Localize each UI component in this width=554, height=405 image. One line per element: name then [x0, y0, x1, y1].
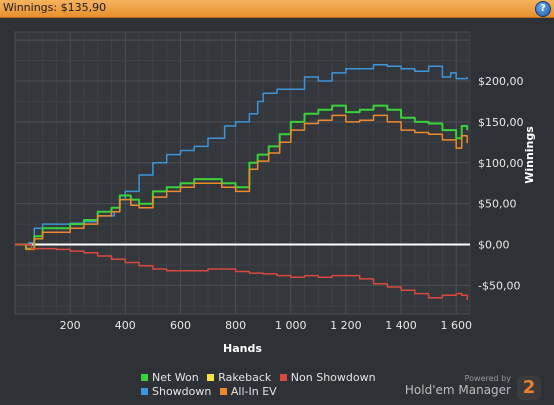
x-tick-label: 400 — [115, 319, 136, 332]
x-tick-label: 1 000 — [275, 319, 307, 332]
x-tick-label: 1 600 — [440, 319, 472, 332]
y-tick-label: $50,00 — [478, 198, 517, 211]
y-tick-label: $0,00 — [478, 239, 510, 252]
x-tick-label: 200 — [60, 319, 81, 332]
brand-name: Hold'em Manager — [404, 383, 511, 397]
net-won-swatch — [141, 373, 148, 381]
y-axis-label: Winnings — [523, 126, 536, 184]
legend-label-all-in-ev: All-In EV — [230, 385, 277, 398]
winnings-chart: 200 400 600 800 1 000 1 200 1 400 1 600 -$50,00 $… — [14, 31, 536, 355]
series-line-non-showdown — [15, 243, 468, 301]
winnings-title: Winnings: $135,90 — [3, 1, 107, 14]
legend-item-all-in-ev[interactable]: All-In EV — [219, 385, 277, 398]
holdem-manager-branding: Powered by Hold'em Manager 2 — [404, 374, 541, 400]
powered-by-label: Powered by — [464, 374, 511, 383]
y-tick-label: $150,00 — [478, 116, 524, 129]
rakeback-swatch — [207, 373, 215, 381]
y-tick-label: $100,00 — [478, 157, 524, 170]
legend-label-net-won: Net Won — [152, 371, 199, 384]
showdown-swatch — [141, 387, 148, 395]
x-tick-label: 800 — [225, 319, 246, 332]
legend-item-rakeback[interactable]: Rakeback — [207, 371, 271, 384]
legend-label-rakeback: Rakeback — [218, 371, 272, 384]
x-tick-label: 1 200 — [330, 319, 362, 332]
plot-area — [14, 31, 471, 315]
x-axis-label: Hands — [223, 342, 262, 355]
legend-label-showdown: Showdown — [152, 385, 212, 398]
legend-item-showdown[interactable]: Showdown — [141, 385, 211, 398]
y-tick-label: $200,00 — [478, 75, 524, 88]
x-tick-label: 1 400 — [385, 319, 417, 332]
title-bar: Winnings: $135,90 ? — [0, 0, 554, 18]
x-tick-label: 600 — [170, 319, 191, 332]
non-showdown-swatch — [279, 373, 287, 381]
hm2-logo: 2 — [517, 376, 541, 400]
legend-item-non-showdown[interactable]: Non Showdown — [279, 371, 376, 384]
series-line-all-in-ev — [15, 114, 468, 251]
series-line-showdown — [15, 63, 468, 246]
chart-legend: Net Won Rakeback Non Showdown Showdown A… — [141, 371, 401, 399]
legend-label-non-showdown: Non Showdown — [290, 371, 376, 384]
all-in-ev-swatch — [219, 387, 227, 395]
legend-item-net-won[interactable]: Net Won — [141, 371, 199, 384]
help-icon[interactable]: ? — [535, 1, 551, 17]
y-tick-label: -$50,00 — [478, 279, 520, 292]
